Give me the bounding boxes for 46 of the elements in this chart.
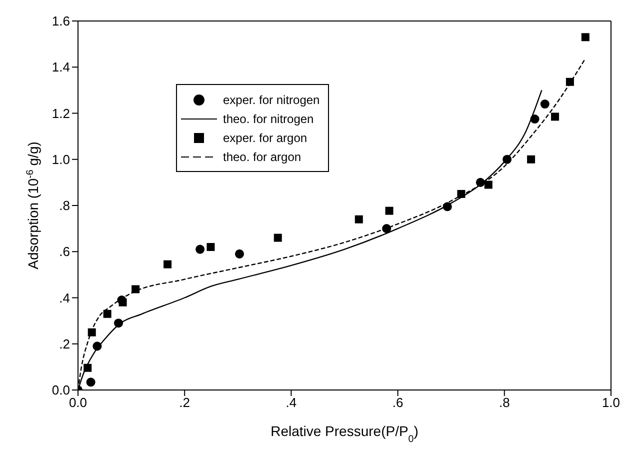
x-tick-label: .8 xyxy=(498,395,510,410)
point xyxy=(385,206,394,215)
point xyxy=(527,155,536,164)
point xyxy=(581,33,590,42)
point xyxy=(92,342,102,351)
point xyxy=(164,260,172,268)
x-tick-label: .4 xyxy=(286,395,297,410)
y-tick-label: 1.0 xyxy=(52,152,70,167)
point xyxy=(274,234,282,242)
legend-label: theo. for nitrogen xyxy=(223,112,314,126)
point xyxy=(86,378,96,387)
y-tick-label: .6 xyxy=(59,244,70,260)
point xyxy=(84,364,92,372)
point xyxy=(476,178,485,187)
point xyxy=(540,100,550,109)
point xyxy=(114,318,124,328)
y-tick-label: 1.4 xyxy=(52,60,70,75)
point xyxy=(196,244,205,254)
point xyxy=(502,154,512,164)
x-tick-label: .2 xyxy=(179,395,190,410)
y-tick-label: .4 xyxy=(59,290,70,306)
point xyxy=(442,202,452,212)
y-tick-label: 0.0 xyxy=(52,382,70,398)
y-tick-label: .2 xyxy=(59,336,70,352)
x-axis-title: Relative Pressure(P/P$_{0}$) xyxy=(270,423,418,444)
x-tick-label: .6 xyxy=(392,395,404,410)
point xyxy=(206,243,215,252)
point xyxy=(382,224,392,234)
legend-label: exper. for nitrogen xyxy=(223,92,320,106)
point xyxy=(551,112,560,121)
point xyxy=(88,328,96,336)
x-tick-label: 0.0 xyxy=(68,395,88,410)
y-tick-label: 1.2 xyxy=(52,106,70,121)
x-tick-label: 1.0 xyxy=(602,395,620,410)
point xyxy=(457,190,466,198)
legend-label: exper. for argon xyxy=(223,130,308,144)
point xyxy=(234,249,244,258)
point xyxy=(354,215,363,224)
point xyxy=(484,180,492,189)
point xyxy=(132,285,140,294)
point xyxy=(103,310,112,318)
legend-label: theo. for argon xyxy=(223,150,302,164)
y-tick-label: .8 xyxy=(59,198,70,214)
point xyxy=(530,114,540,124)
y-tick-label: 1.6 xyxy=(52,14,70,29)
point xyxy=(566,78,574,86)
